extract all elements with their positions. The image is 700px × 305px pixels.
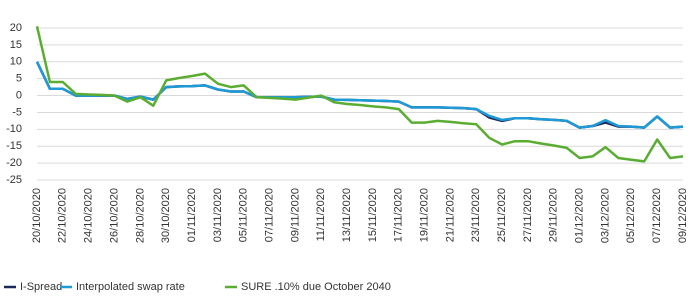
x-tick-label: 15/11/2020 — [367, 188, 379, 242]
x-tick-label: 29/11/2020 — [548, 188, 560, 242]
y-tick-label: -15 — [6, 140, 22, 152]
x-tick-label: 27/11/2020 — [522, 188, 534, 242]
y-tick-label: -5 — [12, 106, 22, 118]
x-tick-label: 03/11/2020 — [212, 188, 224, 242]
x-tick-label: 01/11/2020 — [186, 188, 198, 242]
x-tick-label: 25/11/2020 — [496, 188, 508, 242]
x-tick-label: 11/11/2020 — [315, 188, 327, 241]
x-tick-label: 28/10/2020 — [134, 188, 146, 243]
x-tick-label: 17/11/2020 — [393, 188, 405, 242]
x-tick-label: 09/11/2020 — [289, 188, 301, 242]
y-tick-label: -10 — [6, 123, 22, 135]
x-tick-label: 24/10/2020 — [83, 188, 95, 243]
y-tick-label: -20 — [6, 157, 22, 169]
series-line — [35, 26, 684, 163]
legend-label: I-Spread — [20, 281, 62, 293]
series-line — [35, 61, 684, 129]
y-tick-label: 15 — [10, 39, 22, 51]
x-tick-label: 26/10/2020 — [108, 188, 120, 243]
series-line — [35, 61, 684, 129]
x-tick-label: 05/11/2020 — [238, 188, 250, 242]
x-tick-label: 20/10/2020 — [31, 188, 43, 243]
x-tick-label: 07/11/2020 — [263, 188, 275, 242]
y-tick-label: 5 — [16, 73, 22, 85]
x-tick-label: 05/12/2020 — [625, 188, 637, 243]
legend-label: Interpolated swap rate — [76, 281, 185, 293]
x-tick-label: 19/11/2020 — [419, 188, 431, 242]
y-tick-label: 10 — [10, 56, 22, 68]
y-tick-label: -25 — [6, 174, 22, 186]
x-tick-label: 21/11/2020 — [444, 188, 456, 242]
x-tick-label: 03/12/2020 — [599, 188, 611, 243]
x-tick-label: 30/10/2020 — [160, 188, 172, 243]
y-tick-label: 20 — [10, 22, 22, 34]
x-tick-label: 22/10/2020 — [57, 188, 69, 243]
x-tick-label: 01/12/2020 — [574, 188, 586, 243]
x-tick-label: 23/11/2020 — [470, 188, 482, 242]
y-tick-label: 0 — [16, 89, 22, 101]
x-tick-label: 07/12/2020 — [651, 188, 663, 243]
x-tick-label: 09/12/2020 — [677, 188, 689, 243]
legend-label: SURE .10% due October 2040 — [241, 281, 391, 293]
x-tick-label: 13/11/2020 — [341, 188, 353, 242]
